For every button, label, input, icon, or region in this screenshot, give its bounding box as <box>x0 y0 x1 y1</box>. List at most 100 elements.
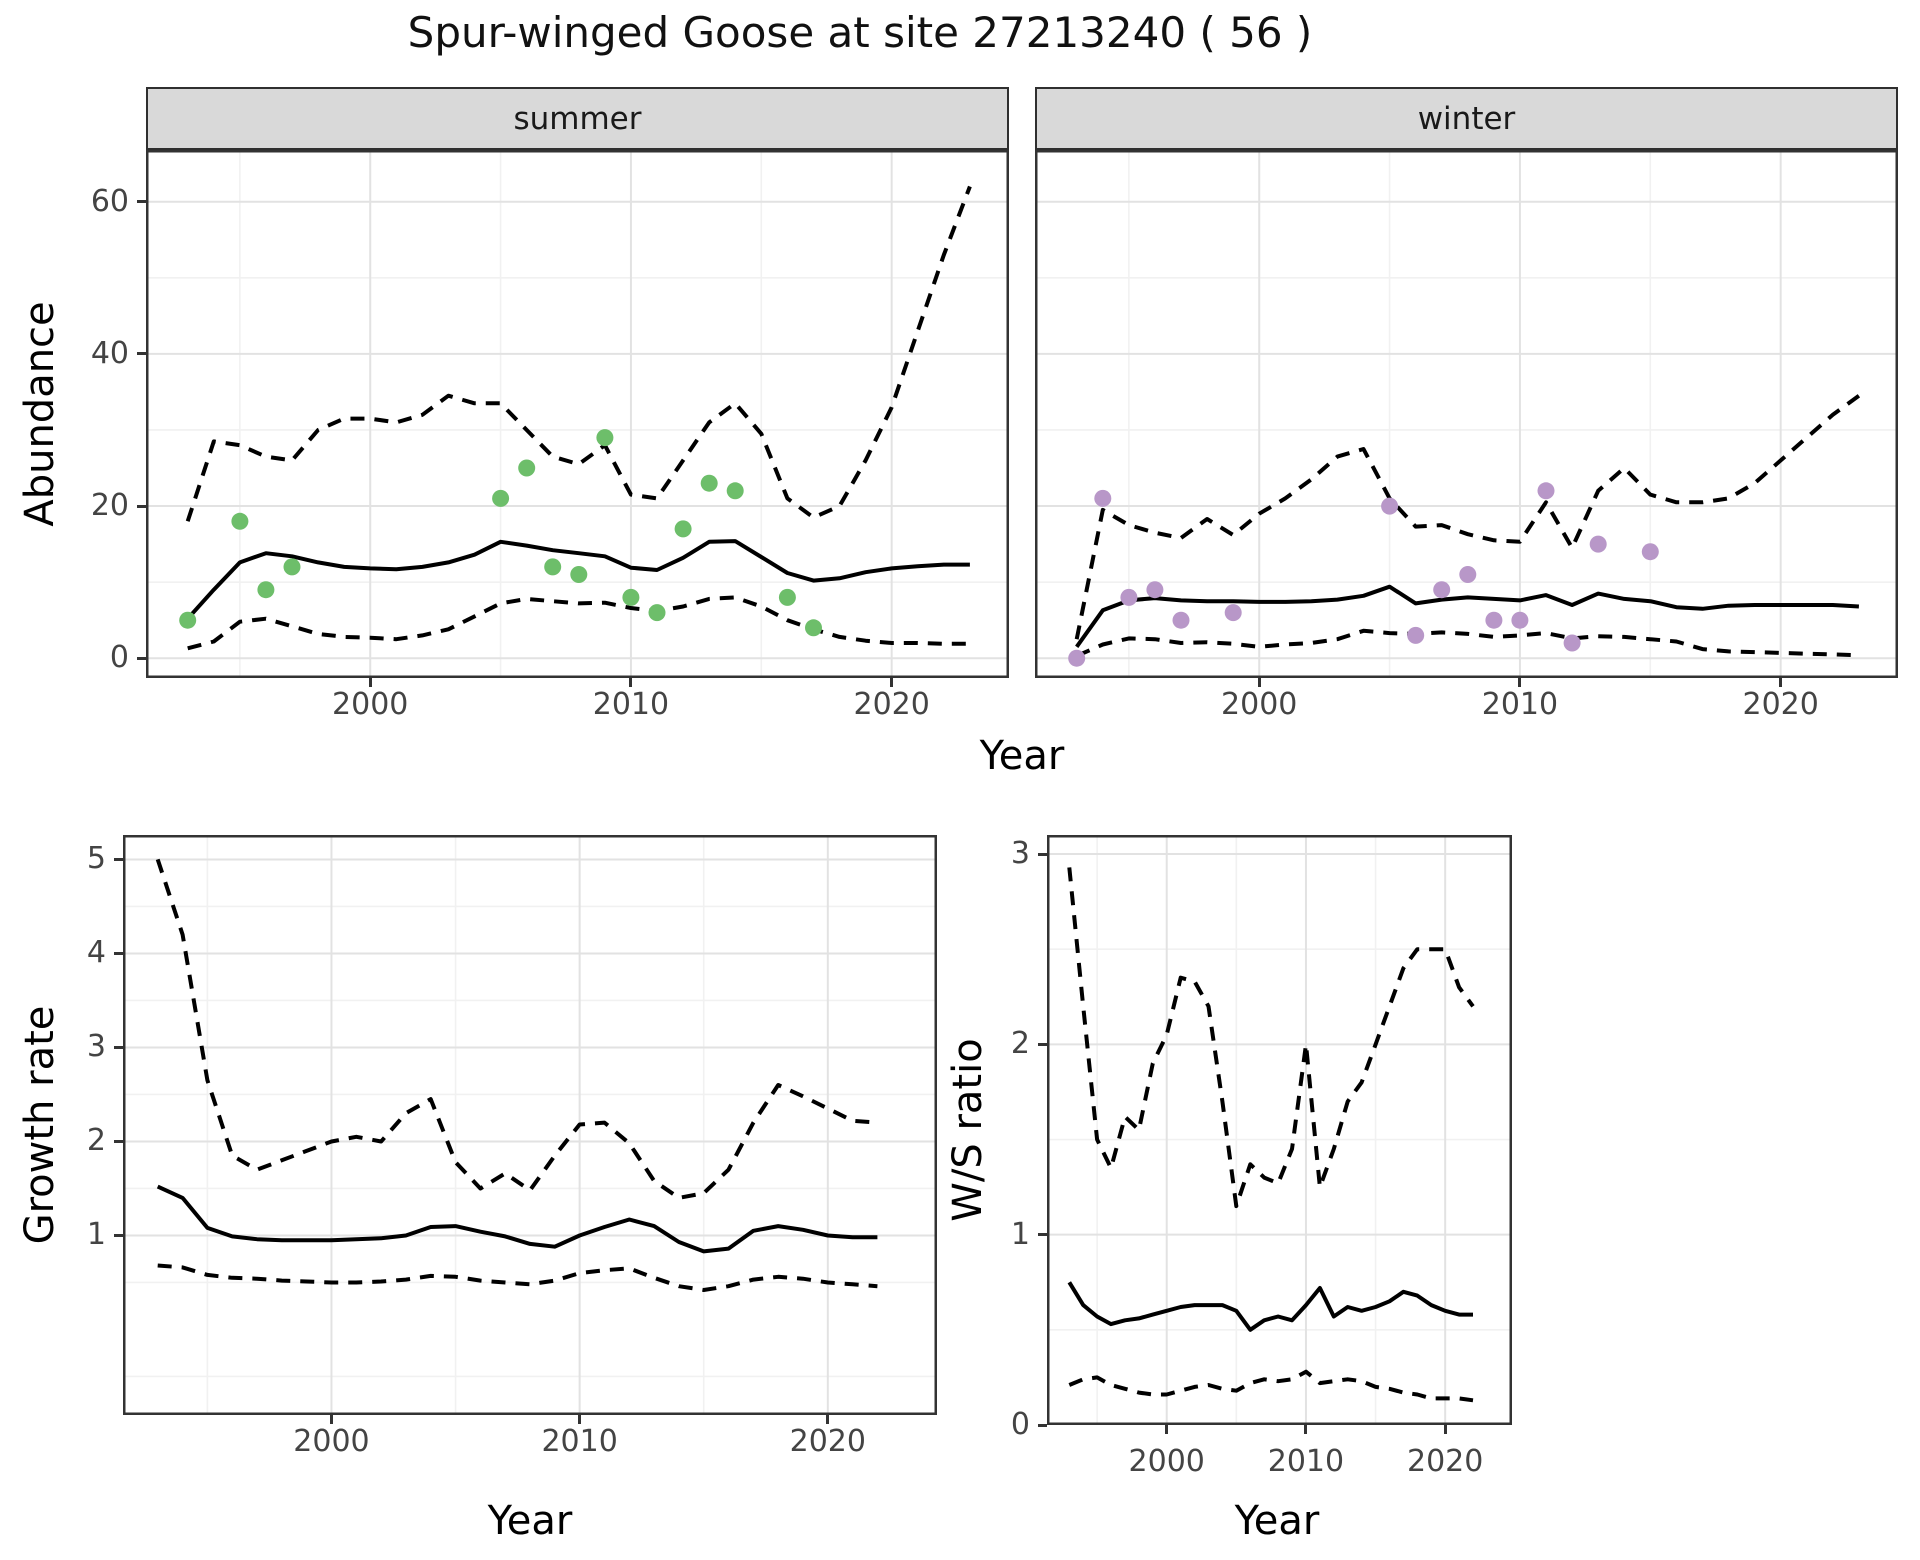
y-tick-label: 40 <box>90 335 129 371</box>
y-tick-label: 2 <box>86 1123 106 1159</box>
observed-counts-winter-point <box>1459 566 1477 583</box>
median-line <box>186 539 970 621</box>
lower_ci-line <box>187 595 970 651</box>
y-tick-label: 60 <box>90 183 129 219</box>
x-tick-label: 2000 <box>1221 687 1298 722</box>
y-tick <box>137 504 146 508</box>
x-axis-title-year-ws: Year <box>1234 1498 1320 1544</box>
panel-growth-rate <box>123 835 937 1415</box>
y-tick <box>1038 1233 1047 1237</box>
y-tick-label: 4 <box>86 935 106 971</box>
y-tick <box>114 1045 123 1049</box>
facet-strip-winter: winter <box>1035 87 1898 150</box>
observed-counts-winter-point <box>1433 581 1451 599</box>
observed-counts-summer-point <box>492 489 510 507</box>
facet-strip-summer: summer <box>146 87 1009 150</box>
observed-counts-winter-point <box>1407 626 1425 644</box>
x-tick <box>1779 678 1783 687</box>
x-tick <box>826 1415 830 1424</box>
y-axis-title-abundance: Abundance <box>17 301 63 527</box>
observed-counts-summer-point <box>700 474 718 492</box>
x-tick <box>329 1415 333 1424</box>
x-axis-title-year-growth: Year <box>487 1498 573 1544</box>
observed-counts-summer-point <box>231 512 249 530</box>
observed-counts-summer-point <box>805 619 822 637</box>
x-tick-label: 2000 <box>1128 1444 1205 1479</box>
lower_ci-line <box>157 1263 878 1292</box>
observed-counts-summer-point <box>674 520 692 538</box>
y-tick <box>137 200 146 204</box>
panel-abundance-winter <box>1035 150 1898 678</box>
median-line <box>1075 584 1860 648</box>
panel-ws-ratio <box>1047 835 1512 1425</box>
x-tick-label: 2000 <box>293 1424 370 1459</box>
median-line <box>1067 1281 1473 1332</box>
x-tick-label: 2020 <box>853 687 930 722</box>
y-tick <box>1038 1042 1047 1046</box>
lower_ci-line <box>1075 628 1859 658</box>
observed-counts-winter-point <box>1537 482 1555 500</box>
observed-counts-winter-point <box>1589 535 1607 553</box>
panel-border <box>123 835 937 1415</box>
observed-counts-winter-point <box>1511 611 1529 629</box>
x-tick <box>1257 678 1261 687</box>
panel-abundance-summer <box>146 150 1009 678</box>
x-tick <box>1443 1425 1447 1434</box>
observed-counts-winter-point <box>1120 588 1138 606</box>
median-line <box>156 1184 878 1254</box>
x-tick-label: 2010 <box>1267 1444 1345 1479</box>
observed-counts-winter-point <box>1224 604 1242 622</box>
y-tick-label: 3 <box>86 1029 106 1065</box>
panel-border <box>146 150 1009 678</box>
x-axis-title-year-top: Year <box>979 733 1065 779</box>
y-tick <box>114 857 123 861</box>
y-tick <box>114 1139 123 1143</box>
observed-counts-winter-point <box>1172 611 1190 629</box>
observed-counts-summer-point <box>518 459 536 477</box>
x-tick-label: 2010 <box>1481 687 1559 722</box>
observed-counts-summer-point <box>179 611 197 629</box>
upper_ci-line <box>185 185 972 522</box>
upper_ci-line <box>1074 394 1861 640</box>
x-tick-label: 2010 <box>541 1424 618 1459</box>
y-tick-label: 20 <box>90 488 129 524</box>
y-tick-label: 1 <box>86 1217 106 1253</box>
observed-counts-summer-point <box>622 588 640 606</box>
figure-title: Spur-winged Goose at site 27213240 ( 56 … <box>407 8 1313 57</box>
y-tick-label: 3 <box>1010 836 1030 872</box>
y-tick <box>1038 852 1047 856</box>
observed-counts-summer-point <box>596 429 614 447</box>
x-tick <box>890 678 894 687</box>
observed-counts-winter-point <box>1563 634 1581 652</box>
observed-counts-winter-point <box>1641 543 1659 561</box>
y-tick <box>114 951 123 955</box>
x-tick <box>629 678 633 687</box>
x-tick <box>368 678 372 687</box>
observed-counts-winter-point <box>1485 611 1503 629</box>
x-tick-label: 2000 <box>332 687 409 722</box>
x-tick <box>578 1415 582 1424</box>
facet-strip-summer-label: summer <box>513 100 642 137</box>
observed-counts-summer-point <box>648 604 666 622</box>
x-tick <box>1165 1425 1169 1434</box>
facet-strip-winter-label: winter <box>1417 100 1516 137</box>
observed-counts-summer-point <box>726 482 744 500</box>
lower_ci-line <box>1068 1369 1474 1403</box>
observed-counts-summer-point <box>283 558 301 576</box>
x-tick-label: 2020 <box>789 1424 866 1459</box>
y-tick <box>137 656 146 660</box>
x-tick <box>1518 678 1522 687</box>
x-tick-label: 2020 <box>1406 1444 1484 1479</box>
y-tick <box>137 352 146 356</box>
observed-counts-winter-point <box>1381 497 1399 515</box>
observed-counts-winter-point <box>1068 649 1086 667</box>
y-tick <box>1038 1423 1047 1427</box>
x-tick-label: 2020 <box>1742 687 1819 722</box>
panel-border <box>1047 835 1512 1425</box>
observed-counts-summer-point <box>544 558 562 576</box>
upper_ci-line <box>1067 867 1475 1209</box>
observed-counts-summer-point <box>778 588 796 606</box>
y-tick-label: 5 <box>86 841 106 877</box>
y-tick-label: 2 <box>1010 1026 1030 1062</box>
